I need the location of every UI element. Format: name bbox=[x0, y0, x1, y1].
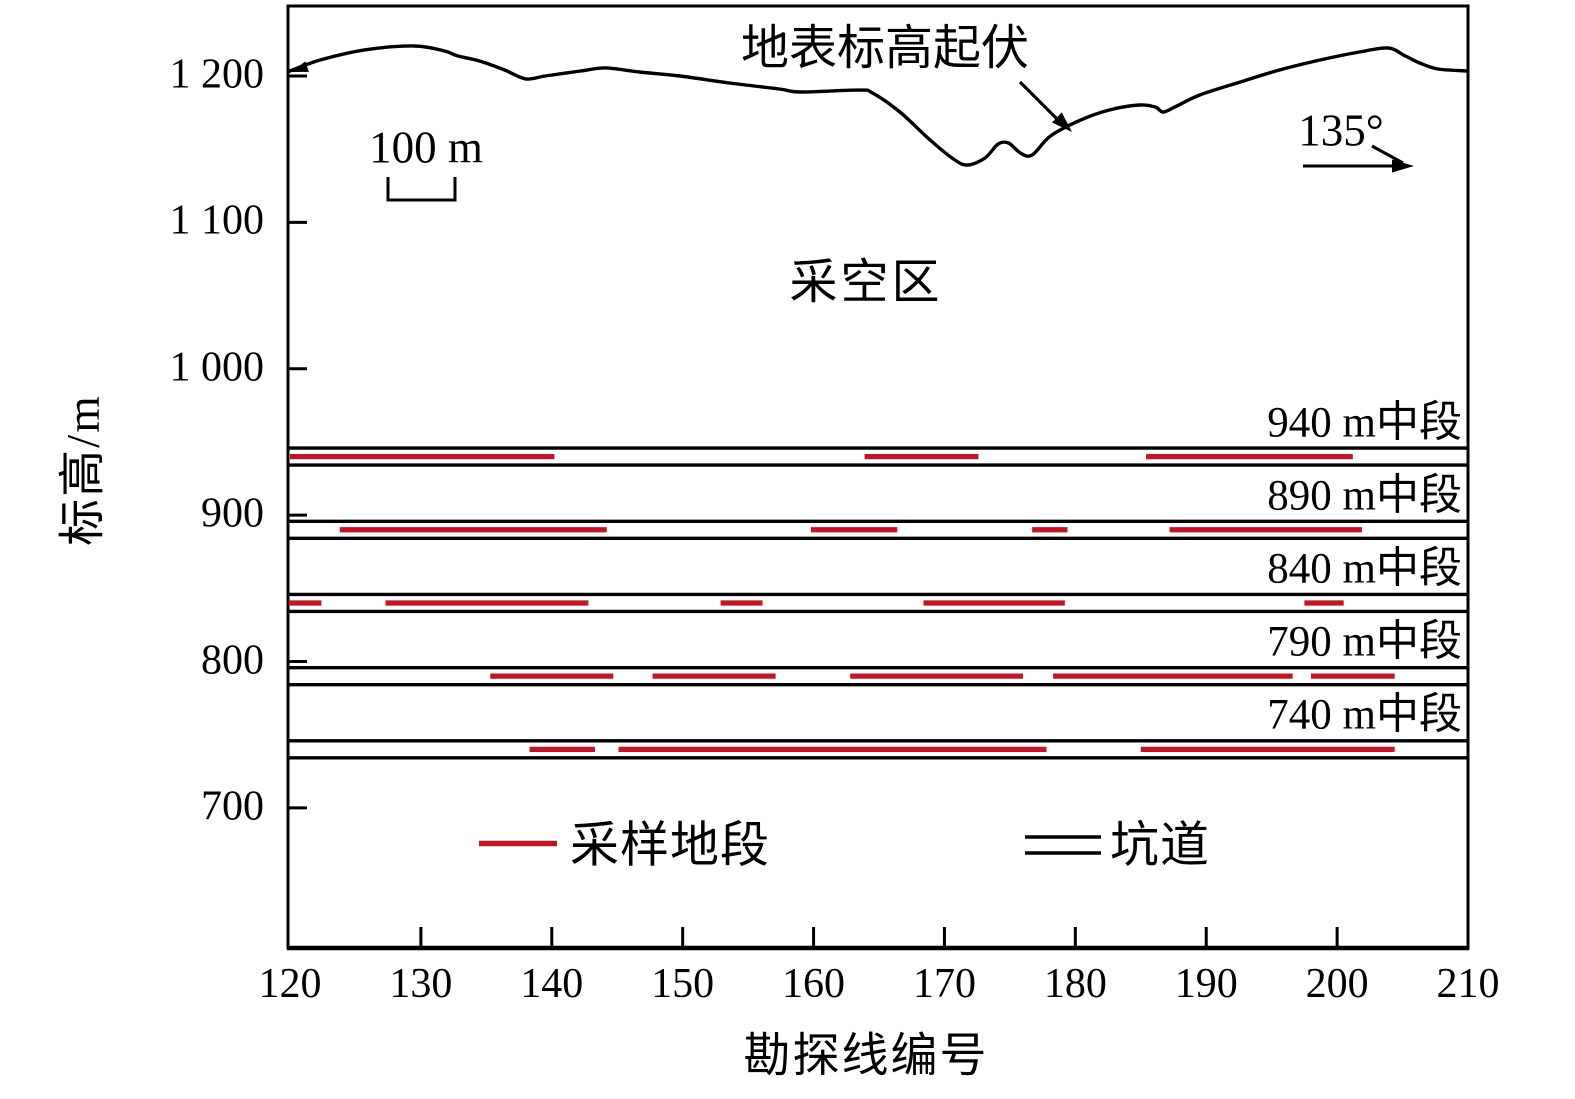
x-tick-label: 170 bbox=[912, 961, 976, 1007]
level-label: 840 m中段 bbox=[1267, 545, 1462, 593]
y-tick-label: 1 100 bbox=[169, 197, 265, 244]
x-tick-label: 200 bbox=[1305, 961, 1369, 1007]
bearing-diagonal bbox=[1371, 144, 1404, 165]
x-axis-title: 勘探线编号 bbox=[743, 1030, 989, 1083]
x-tick-label: 210 bbox=[1436, 961, 1500, 1007]
surface-curve bbox=[286, 44, 1469, 167]
level-label: 890 m中段 bbox=[1267, 472, 1462, 520]
goaf-area-label: 采空区 bbox=[789, 256, 943, 309]
level-label: 790 m中段 bbox=[1267, 618, 1462, 666]
y-tick-label: 1 000 bbox=[169, 344, 265, 391]
y-tick-label: 800 bbox=[201, 636, 264, 683]
bearing-label: 135° bbox=[1298, 105, 1384, 156]
legend-tunnel-label: 坑道 bbox=[1110, 817, 1211, 873]
y-tick-label: 900 bbox=[201, 490, 264, 537]
surface-curve-start-arrow bbox=[291, 61, 309, 72]
x-tick-label: 160 bbox=[782, 961, 846, 1007]
legend-sample-label: 采样地段 bbox=[570, 817, 771, 873]
y-axis-title: 标高/m bbox=[57, 394, 110, 546]
x-tick-label: 120 bbox=[258, 961, 322, 1007]
surface-label-arrowhead bbox=[1052, 112, 1072, 132]
level-label: 740 m中段 bbox=[1267, 691, 1462, 739]
x-tick-label: 190 bbox=[1174, 961, 1238, 1007]
y-tick-label: 700 bbox=[201, 783, 264, 830]
x-tick-label: 150 bbox=[651, 961, 715, 1007]
y-tick-label: 1 200 bbox=[169, 51, 265, 98]
bearing-arrowhead bbox=[1392, 159, 1414, 173]
x-tick-label: 130 bbox=[389, 961, 453, 1007]
scale-bar-bracket bbox=[386, 177, 457, 202]
surface-label-arrow-line bbox=[1018, 80, 1064, 126]
level-label: 940 m中段 bbox=[1267, 399, 1462, 447]
surface-elevation-label: 地表标高起伏 bbox=[740, 22, 1030, 75]
x-tick-label: 140 bbox=[520, 961, 584, 1007]
scale-bar-label: 100 m bbox=[369, 122, 483, 173]
x-tick-label: 180 bbox=[1043, 961, 1107, 1007]
